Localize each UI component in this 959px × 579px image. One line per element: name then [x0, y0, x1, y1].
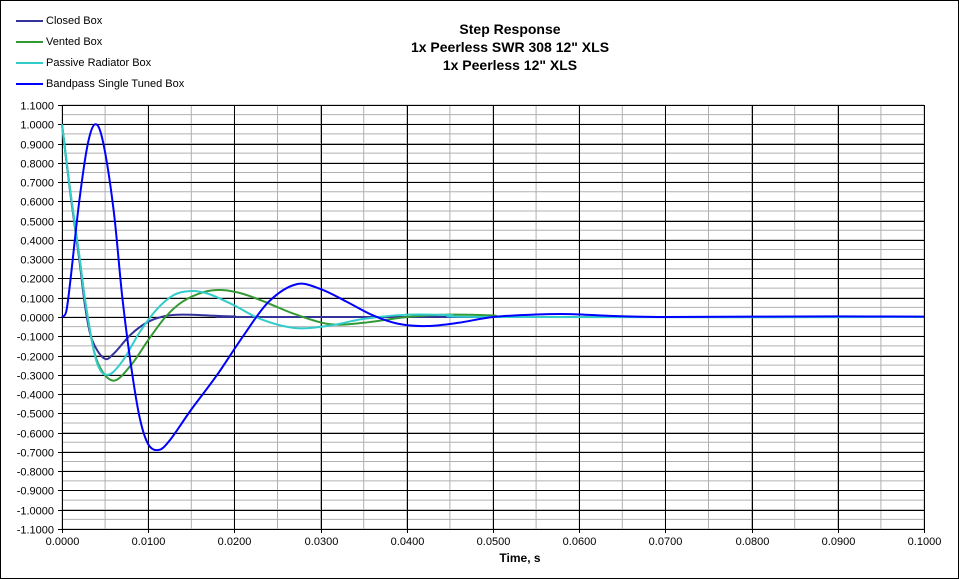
y-tick-label: 0.6000 [20, 197, 54, 209]
y-tick-label: -0.4000 [17, 390, 54, 402]
legend-item-closed-box: Closed Box [16, 10, 184, 31]
y-tick-label: -0.9000 [17, 486, 54, 498]
y-tick-label: 0.8000 [20, 159, 54, 171]
x-tick-label: 0.0000 [46, 536, 80, 548]
y-tick-label: -0.8000 [17, 467, 54, 479]
legend-label: Vented Box [46, 35, 103, 48]
subtitle-line-2: 1x Peerless 12" XLS [442, 57, 578, 73]
legend-label: Closed Box [46, 14, 103, 27]
x-tick-label: 0.1000 [908, 536, 942, 548]
y-tick-label: 0.0000 [20, 313, 54, 325]
legend-item-vented-box: Vented Box [16, 31, 184, 52]
y-tick-label: 0.5000 [20, 217, 54, 229]
chart-title: Step Response 1x Peerless SWR 308 12" XL… [340, 20, 680, 74]
y-tick-label: 0.9000 [20, 140, 54, 152]
legend-swatch-icon [16, 61, 43, 64]
y-tick-label: -1.0000 [17, 506, 54, 518]
y-tick-label: 0.2000 [20, 274, 54, 286]
x-tick-label: 0.0100 [132, 536, 166, 548]
y-tick-label: -0.7000 [17, 448, 54, 460]
legend-swatch-icon [16, 19, 43, 22]
x-tick-label: 0.0800 [736, 536, 770, 548]
legend: Closed Box Vented Box Passive Radiator B… [16, 10, 184, 94]
y-tick-label: 0.4000 [20, 236, 54, 248]
x-tick-label: 0.0200 [218, 536, 252, 548]
y-tick-label: -0.6000 [17, 429, 54, 441]
y-tick-label: -1.1000 [17, 525, 54, 537]
subtitle-line-1: 1x Peerless SWR 308 12" XLS [410, 39, 610, 55]
y-tick-label: 0.3000 [20, 255, 54, 267]
y-tick-label: -0.3000 [17, 371, 54, 383]
legend-swatch-icon [16, 40, 43, 43]
y-tick-label: 0.1000 [20, 294, 54, 306]
x-tick-label: 0.0300 [305, 536, 339, 548]
legend-item-bandpass-box: Bandpass Single Tuned Box [16, 73, 184, 94]
x-tick-label: 0.0400 [391, 536, 425, 548]
series-line-passive-radiator-box [61, 124, 925, 376]
legend-item-passive-radiator-box: Passive Radiator Box [16, 52, 184, 73]
y-tick-label: -0.2000 [17, 352, 54, 364]
y-tick-label: -0.1000 [17, 332, 54, 344]
x-tick-label: 0.0900 [822, 536, 856, 548]
title-line: Step Response [459, 21, 561, 37]
x-axis-label: Time, s [499, 551, 541, 565]
x-tick-label: 0.0500 [477, 536, 511, 548]
y-tick-label: 0.7000 [20, 178, 54, 190]
series-line-bandpass-single-tuned-box [61, 123, 925, 452]
x-tick-label: 0.0700 [649, 536, 683, 548]
legend-swatch-icon [16, 82, 43, 85]
legend-label: Passive Radiator Box [46, 56, 152, 69]
legend-label: Bandpass Single Tuned Box [46, 77, 185, 90]
y-tick-label: 1.0000 [20, 120, 54, 132]
y-tick-label: 1.1000 [20, 101, 54, 113]
y-tick-label: -0.5000 [17, 409, 54, 421]
x-tick-label: 0.0600 [563, 536, 597, 548]
